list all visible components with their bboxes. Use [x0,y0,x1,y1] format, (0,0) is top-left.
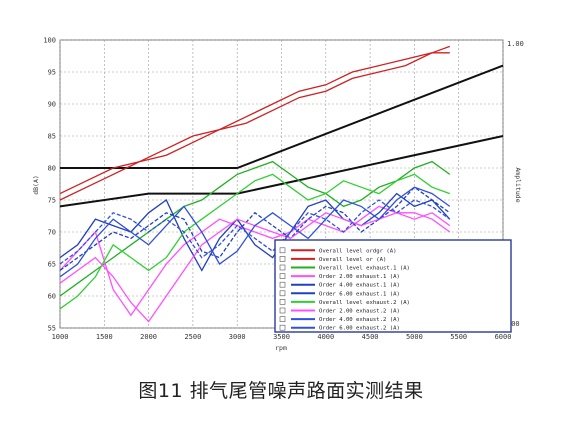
y-tick-label: 65 [48,261,56,269]
y-tick-label: 75 [48,197,56,205]
legend-checkbox [279,299,286,305]
series-line [59,45,451,195]
legend-label: Order 2.00 exhaust.1 (A) [319,274,400,280]
x-axis-title: rpm [275,344,287,352]
legend-checkbox [279,324,286,331]
legend-checkbox [279,273,286,279]
x-tick-label: 1500 [96,333,113,341]
y2-tick-label: 1.00 [507,40,524,48]
y-tick-labels: 55 60 65 70 75 80 85 90 95 100 [43,37,56,333]
y2-tick-labels: 1.00 100 [507,40,524,328]
legend-label: Overall level exhaust.1 (A) [319,266,410,272]
x-tick-label: 1000 [52,333,69,341]
x-tick-labels: 1000 1500 2000 2500 3000 3500 4000 4500 5000 5500… [52,333,512,341]
x-tick-label: 4000 [317,333,334,341]
chart: 1000 1500 2000 2500 3000 3500 4000 4500 5000 5500… [32,37,524,353]
legend-checkbox [279,316,286,322]
y-axis-title: dB(A) [32,175,40,195]
reference-line [60,64,504,169]
x-tick-label: 6000 [495,333,512,341]
series-line [59,160,451,297]
legend-label: Order 6.00 exhaust.1 (A) [319,291,400,297]
series-line [59,199,451,265]
y-tick-label: 100 [43,37,56,45]
x-tick-label: 3000 [229,333,246,341]
reference-line [59,135,504,208]
reference-lines [59,64,504,208]
legend-checkbox [279,264,286,271]
x-tick-label: 2500 [184,333,201,341]
legend-checkbox [279,281,286,288]
legend-box [274,239,512,333]
legend-label: Overall level or (A) [319,257,386,263]
x-tick-label: 3500 [273,333,290,341]
legend: Overall level ordgr (A) Overall level or … [274,239,512,333]
y-tick-label: 55 [48,325,56,333]
y2-axis-title: Amplitude [514,167,522,202]
y-tick-label: 90 [48,101,56,109]
y-tick-label: 60 [48,293,56,301]
legend-label: Order 4.00 exhaust.2 (A) [319,317,400,323]
y-tick-label: 95 [48,69,56,77]
series-line [59,186,451,271]
series-line [59,186,451,278]
y2-tick-label: 100 [507,320,520,328]
legend-label: Order 4.00 exhaust.1 (A) [319,283,400,289]
x-tick-label: 5500 [450,333,467,341]
series-line [59,173,451,310]
legend-label: Overall level exhaust.2 (A) [319,300,410,306]
legend-checkbox [279,247,286,254]
series-lines [59,45,451,323]
x-tick-label: 5000 [406,333,423,341]
y-tick-label: 80 [48,165,56,173]
legend-label: Order 6.00 exhaust.2 (A) [319,326,400,332]
legend-checkbox [279,256,286,262]
series-line [59,192,451,272]
legend-label: Order 2.00 exhaust.2 (A) [319,309,400,315]
y-tick-label: 70 [48,229,56,237]
series-line [59,205,451,317]
x-tick-label: 2000 [140,333,157,341]
figure-caption: 图11 排气尾管噪声路面实测结果 [138,380,424,402]
legend-checkbox [279,290,286,297]
series-line [59,52,450,201]
y-tick-label: 85 [48,133,56,141]
legend-checkbox [279,307,286,314]
x-tick-label: 4500 [362,333,379,341]
legend-label: Overall level ordgr (A) [319,248,396,254]
